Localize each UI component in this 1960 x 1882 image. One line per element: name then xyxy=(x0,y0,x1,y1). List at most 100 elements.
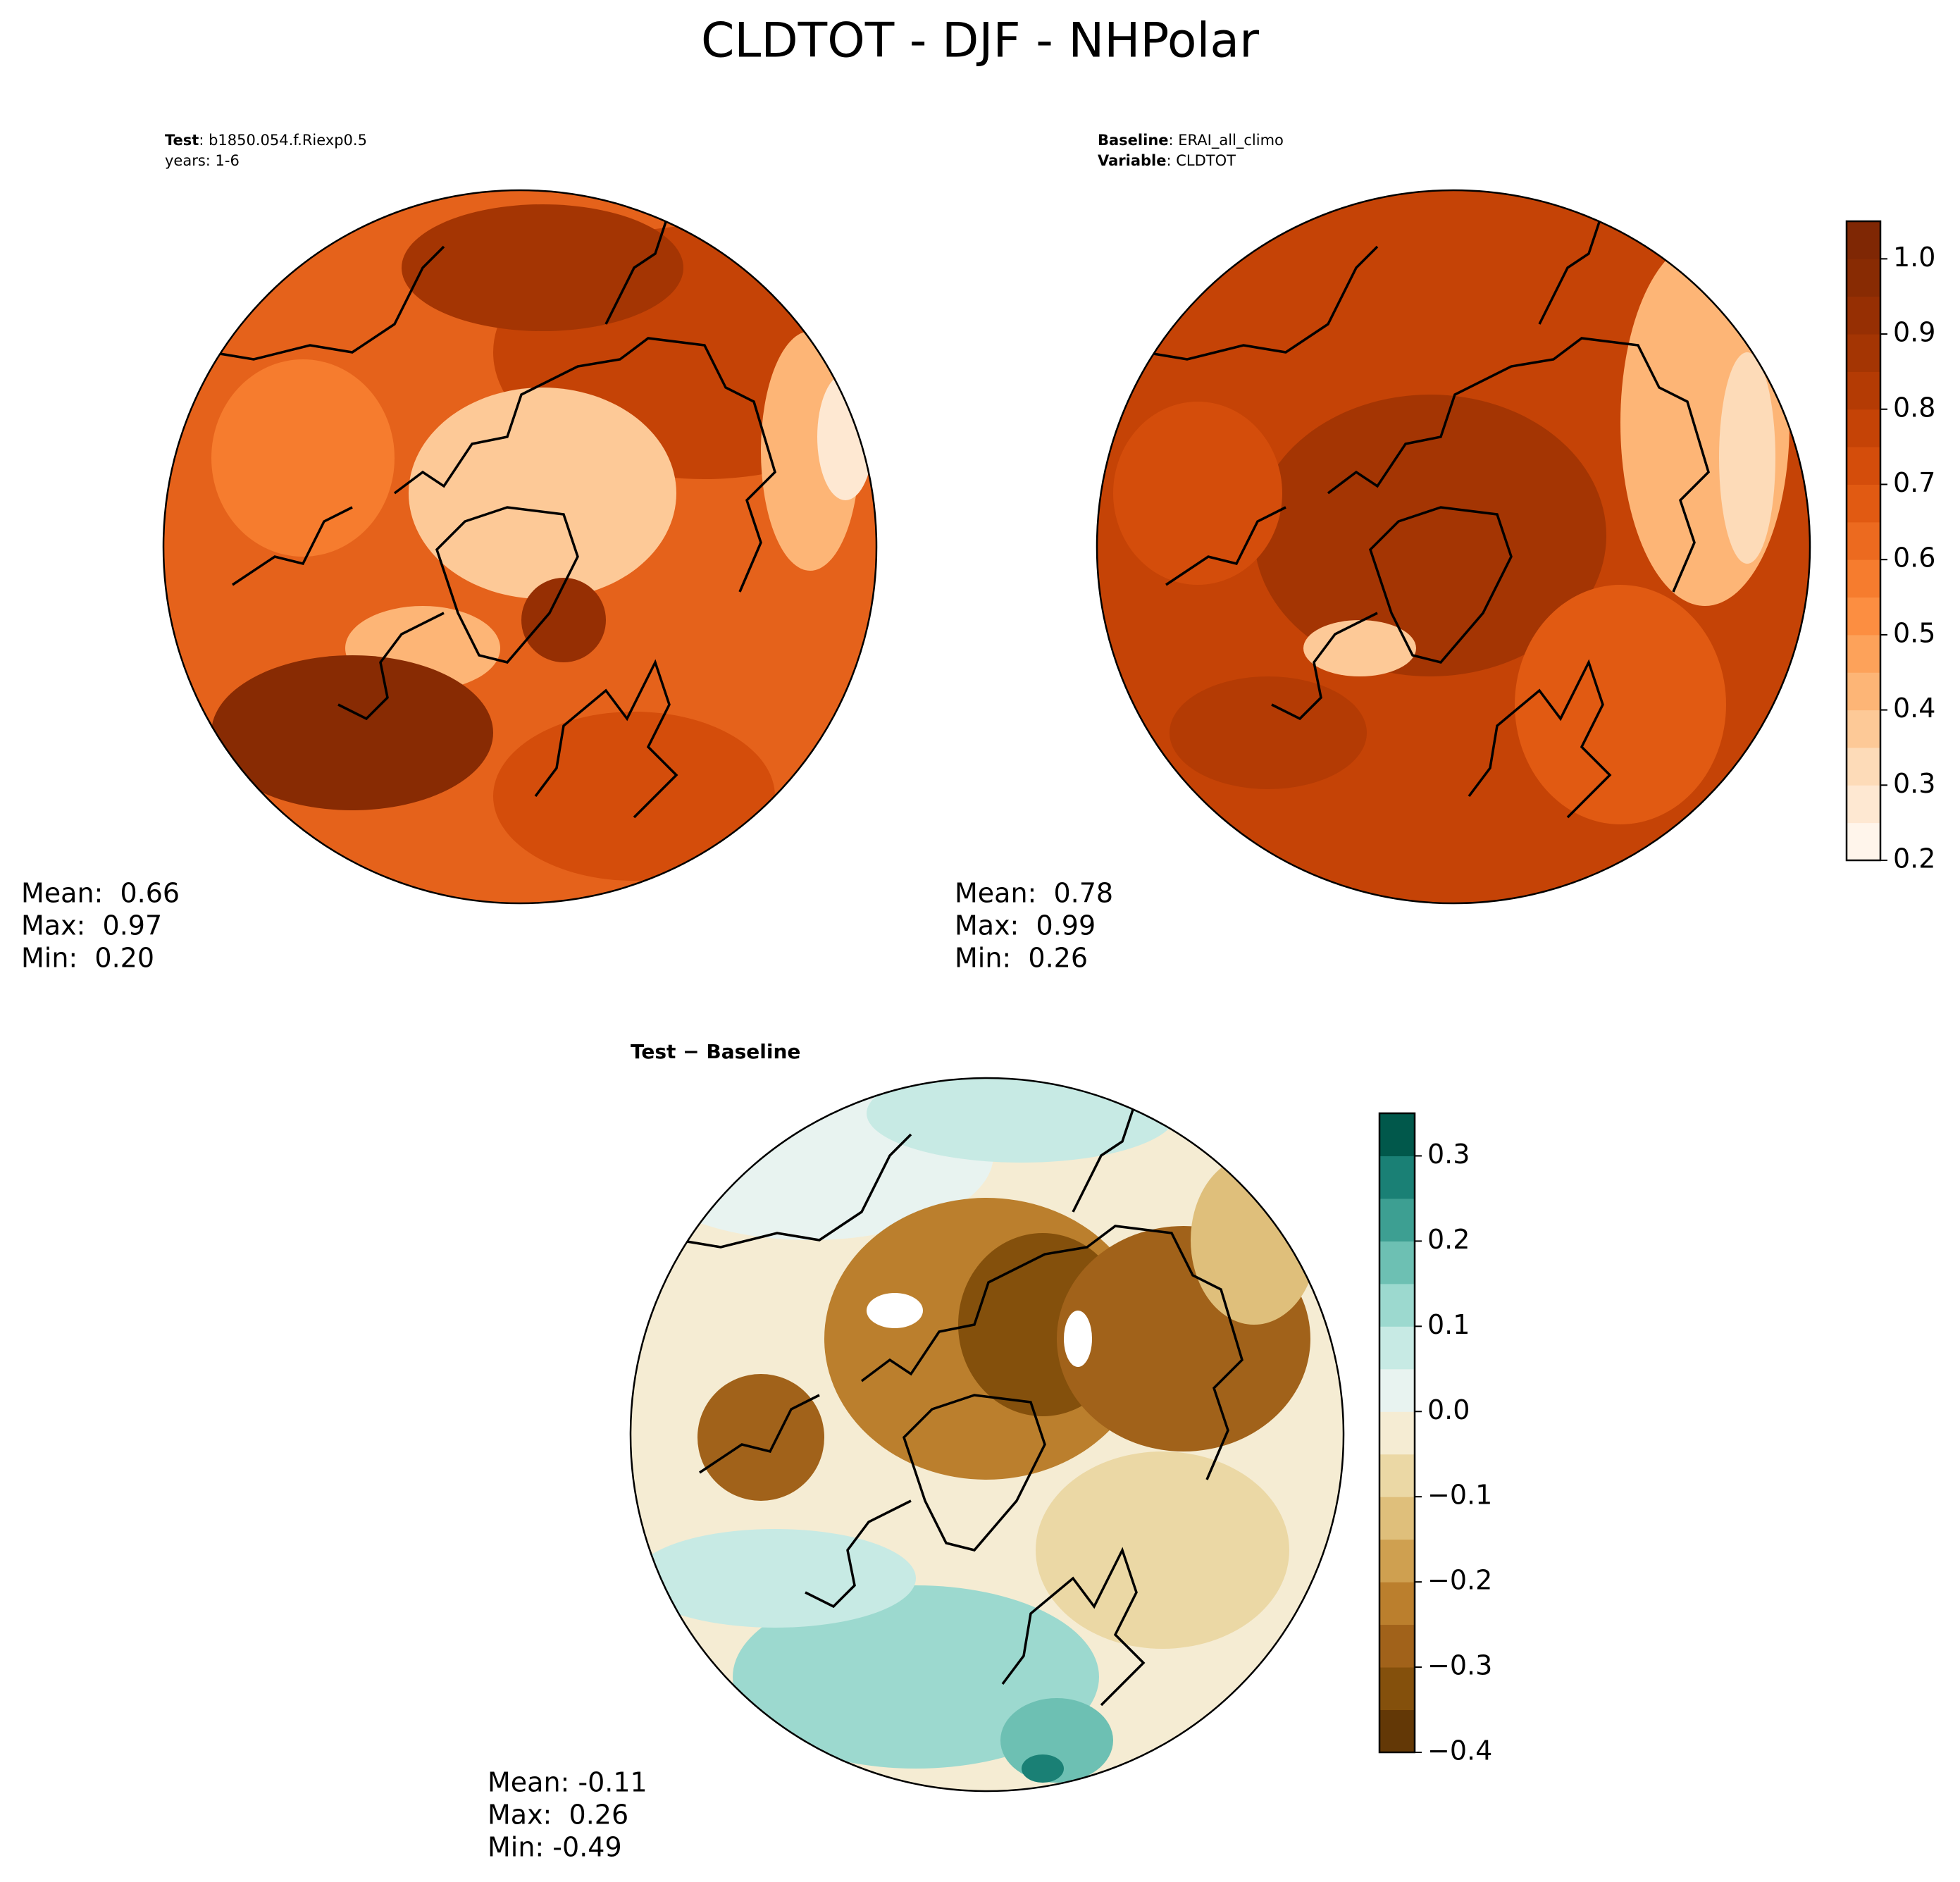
colorbar-frame xyxy=(1845,220,1882,862)
coastline xyxy=(1468,659,1612,819)
panel-header: Variable: CLDTOT xyxy=(1098,152,1236,169)
colorbar-band xyxy=(1847,822,1880,861)
header-text: : CLDTOT xyxy=(1166,152,1236,169)
colorbar-band xyxy=(1847,785,1880,824)
stat-text: Max: 0.99 xyxy=(955,910,1096,941)
stat-text: Min: 0.20 xyxy=(21,943,154,974)
coastline xyxy=(435,506,579,664)
contour-region xyxy=(634,1529,916,1628)
coastline xyxy=(860,1225,1243,1480)
colorbar-band xyxy=(1379,1198,1415,1242)
header-text: : b1850.054.f.Riexp0.5 xyxy=(199,132,367,149)
colorbar-band xyxy=(1379,1709,1415,1753)
colorbar-tick-label: −0.2 xyxy=(1427,1565,1492,1596)
colorbar-band xyxy=(1379,1283,1415,1327)
coastline xyxy=(211,245,445,361)
panel-header: Test − Baseline xyxy=(631,1040,800,1063)
contour-region xyxy=(1113,402,1282,585)
colorbar-band xyxy=(1379,1539,1415,1583)
coastline xyxy=(699,1394,820,1474)
colorbar-tick-label: 0.4 xyxy=(1893,693,1935,724)
colorbar-tick-label: −0.4 xyxy=(1427,1735,1492,1766)
stat-text: Mean: 0.78 xyxy=(955,878,1113,909)
colorbar-tick-label: −0.1 xyxy=(1427,1480,1492,1511)
header-text: : ERAI_all_climo xyxy=(1169,132,1284,149)
map xyxy=(631,1078,1344,1791)
coastline xyxy=(805,1499,912,1609)
colorbar-band xyxy=(1847,371,1880,410)
colorbar-band xyxy=(1847,296,1880,335)
colorbar-tick-label: 1.0 xyxy=(1893,242,1935,273)
colorbar-band xyxy=(1847,710,1880,748)
colorbar-band xyxy=(1847,634,1880,673)
colorbar-band xyxy=(1847,259,1880,297)
colorbar-band xyxy=(1847,221,1880,259)
colorbar-band xyxy=(1847,409,1880,447)
contour-region xyxy=(1022,1754,1064,1783)
colorbar-tick-label: 0.5 xyxy=(1893,617,1935,648)
contour-region xyxy=(211,655,493,810)
contour-region xyxy=(1719,352,1775,564)
colorbar-frame xyxy=(1378,1112,1416,1754)
colorbar-band xyxy=(1847,334,1880,372)
contour-region xyxy=(817,373,874,500)
contour-region xyxy=(1036,1451,1289,1649)
colorbar-tick-label: 0.2 xyxy=(1427,1224,1470,1255)
colorbar-band xyxy=(1847,447,1880,485)
contour-region xyxy=(409,388,676,599)
coastline xyxy=(337,612,445,721)
coastline xyxy=(678,1133,912,1249)
contour-region xyxy=(493,712,775,881)
panel-header: Test: b1850.054.f.Riexp0.5 xyxy=(165,132,367,149)
stat-text: Mean: 0.66 xyxy=(21,878,180,909)
coastline xyxy=(1271,612,1378,721)
coastline xyxy=(534,659,678,819)
panel-header: years: 1-6 xyxy=(165,152,240,169)
colorbar-band xyxy=(1379,1113,1415,1156)
colorbar-band xyxy=(1379,1156,1415,1199)
colorbar-tick-label: −0.3 xyxy=(1427,1650,1492,1681)
map-border xyxy=(162,189,878,905)
coastline xyxy=(1368,506,1513,664)
panel-header: Baseline: ERAI_all_climo xyxy=(1098,132,1284,149)
colorbar-tick-label: 0.1 xyxy=(1427,1309,1470,1340)
stat-text: Max: 0.26 xyxy=(488,1800,628,1831)
colorbar-tick-label: 0.3 xyxy=(1427,1139,1470,1170)
contour-region xyxy=(697,1374,824,1501)
contour-region xyxy=(1191,1156,1317,1325)
colorbar-tick-label: 0.2 xyxy=(1893,843,1935,874)
colorbar-band xyxy=(1379,1454,1415,1497)
contour-region xyxy=(1064,1311,1092,1367)
map xyxy=(163,190,876,903)
colorbar-band xyxy=(1847,672,1880,711)
contour-region xyxy=(402,204,683,331)
colorbar-band xyxy=(1379,1326,1415,1370)
coastline xyxy=(1001,1547,1146,1707)
header-key: Test − Baseline xyxy=(631,1040,800,1063)
coastline xyxy=(232,506,353,586)
colorbar-band xyxy=(1847,521,1880,560)
colorbar-tick-label: 0.0 xyxy=(1427,1394,1470,1425)
colorbar-band xyxy=(1847,559,1880,598)
contour-region xyxy=(1170,676,1367,789)
contour-region xyxy=(1515,585,1726,824)
map-border xyxy=(629,1077,1345,1793)
colorbar-band xyxy=(1379,1582,1415,1626)
map xyxy=(1097,190,1810,903)
coastline xyxy=(1327,337,1710,593)
header-key: Baseline xyxy=(1098,132,1169,149)
coastline xyxy=(1165,506,1286,586)
header-text: years: 1-6 xyxy=(165,152,240,169)
stat-text: Min: -0.49 xyxy=(488,1832,622,1863)
colorbar-band xyxy=(1379,1667,1415,1711)
coastline xyxy=(902,1394,1046,1552)
contour-region xyxy=(211,359,395,557)
map-border xyxy=(1096,189,1811,905)
stat-text: Min: 0.26 xyxy=(955,943,1088,974)
coastline xyxy=(1144,245,1379,361)
colorbar-band xyxy=(1847,597,1880,636)
colorbar-band xyxy=(1379,1624,1415,1668)
colorbar-tick-label: 0.9 xyxy=(1893,317,1935,348)
colorbar-tick-label: 0.6 xyxy=(1893,543,1935,574)
